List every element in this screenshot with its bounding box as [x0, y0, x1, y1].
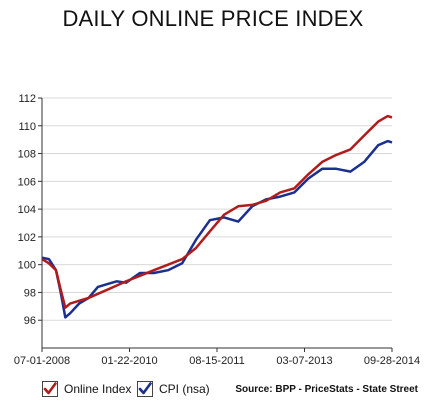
y-tick-label: 112 [18, 93, 36, 105]
y-tick-label: 102 [18, 232, 36, 244]
legend: Online Index CPI (nsa) Source: BPP - Pri… [0, 381, 426, 403]
x-tick-label: 09-28-2014 [364, 355, 420, 367]
x-tick-labels: 07-01-2008 01-22-2010 08-15-2011 03-07-2013… [14, 348, 420, 367]
source-note: Source: BPP - PriceStats - State Street [235, 384, 418, 395]
x-tick-label: 08-15-2011 [189, 355, 244, 367]
chart-title: DAILY ONLINE PRICE INDEX [62, 6, 364, 31]
y-tick-label: 106 [18, 176, 36, 188]
series-line-online-index [41, 114, 393, 309]
x-tick-label: 03-07-2013 [276, 355, 332, 367]
legend-label-cpi: CPI (nsa) [159, 382, 210, 396]
y-tick-label: 98 [24, 287, 36, 299]
y-tick-label: 104 [18, 204, 36, 216]
y-tick-label: 100 [18, 260, 36, 272]
y-tick-label: 96 [24, 315, 36, 327]
legend-item-online-index[interactable]: Online Index [42, 381, 131, 397]
online-checkbox-icon[interactable] [42, 381, 58, 397]
legend-label-online-index: Online Index [64, 382, 132, 396]
y-tick-label: 108 [18, 149, 36, 161]
legend-item-cpi[interactable]: CPI (nsa) [137, 381, 210, 397]
x-tick-label: 07-01-2008 [14, 355, 70, 367]
line-chart: 96 98 100 102 104 106 108 110 112 07-01-2008 01-2… [14, 93, 420, 367]
series-line-cpi-nsa [41, 139, 393, 319]
cpi-checkbox-icon[interactable] [137, 381, 153, 397]
gridlines [42, 97, 392, 321]
y-tick-label: 110 [18, 121, 36, 133]
x-tick-label: 01-22-2010 [101, 355, 157, 367]
series-lines [41, 114, 393, 319]
y-tick-labels: 96 98 100 102 104 106 108 110 112 [18, 93, 42, 327]
